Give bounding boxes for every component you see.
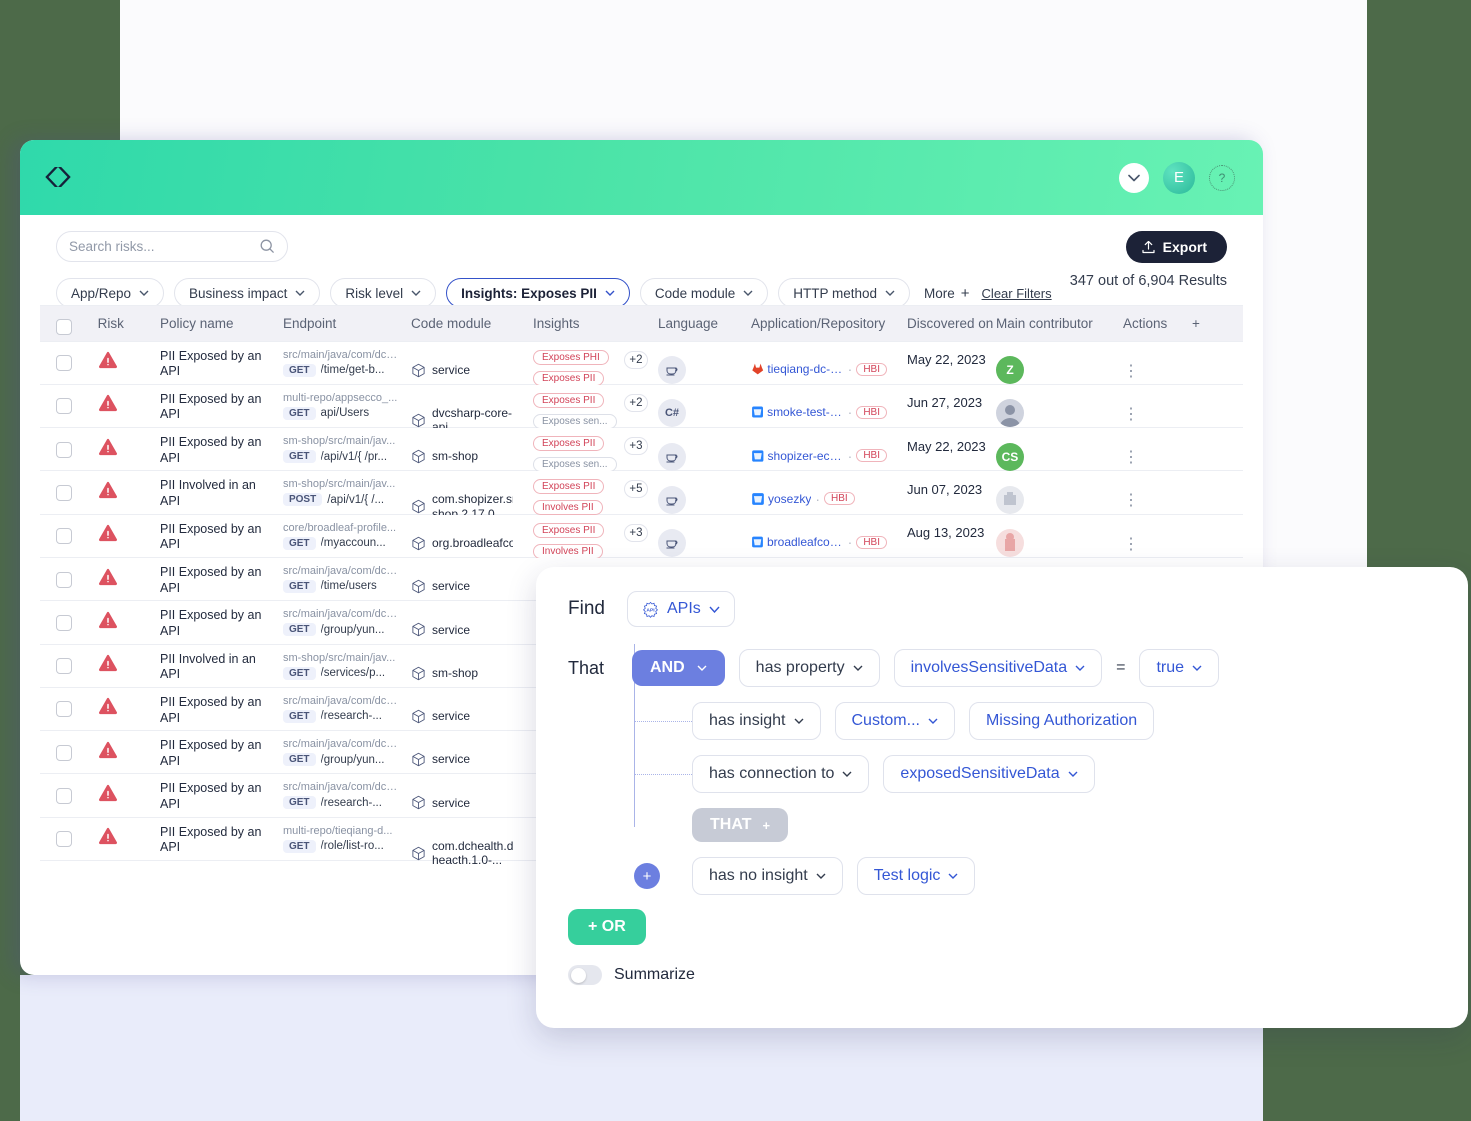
svg-text:API: API (646, 607, 655, 613)
